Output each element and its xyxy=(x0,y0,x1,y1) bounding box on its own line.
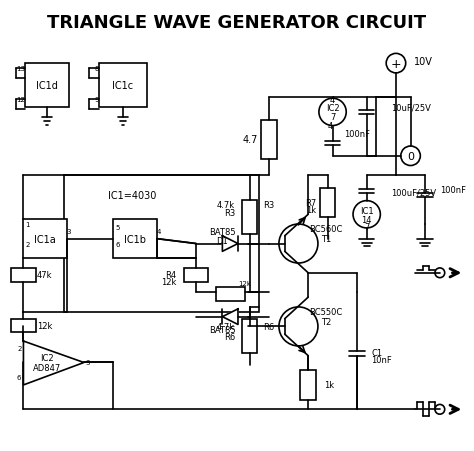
Text: D1: D1 xyxy=(217,237,228,245)
Bar xyxy=(23,220,67,258)
Text: BC550C: BC550C xyxy=(309,308,342,317)
Bar xyxy=(64,176,259,312)
Bar xyxy=(113,220,157,258)
Polygon shape xyxy=(222,236,238,252)
Text: 100nF: 100nF xyxy=(440,186,466,195)
Circle shape xyxy=(319,99,346,126)
Text: 2: 2 xyxy=(26,241,30,247)
Text: R6: R6 xyxy=(264,322,275,331)
Text: +: + xyxy=(391,57,401,70)
Text: IC1d: IC1d xyxy=(36,80,58,90)
Text: 4.7k: 4.7k xyxy=(217,322,235,331)
Bar xyxy=(301,370,316,400)
Text: 14: 14 xyxy=(362,215,372,224)
Text: 13: 13 xyxy=(17,66,26,72)
Bar xyxy=(99,64,147,108)
Bar xyxy=(242,319,257,353)
Text: 4: 4 xyxy=(330,96,335,105)
Text: R7: R7 xyxy=(305,198,316,207)
Text: 2: 2 xyxy=(17,345,21,351)
Bar xyxy=(216,288,245,301)
Text: IC1b: IC1b xyxy=(124,234,146,244)
Text: 100uF/25V: 100uF/25V xyxy=(391,188,436,197)
Text: IC1=4030: IC1=4030 xyxy=(109,190,157,200)
Text: 7: 7 xyxy=(330,113,335,122)
Circle shape xyxy=(435,268,445,278)
Text: IC1a: IC1a xyxy=(34,234,56,244)
Circle shape xyxy=(401,147,420,166)
Text: 1k: 1k xyxy=(325,381,335,390)
Text: 5: 5 xyxy=(115,225,119,230)
Text: TRIANGLE WAVE GENERATOR CIRCUIT: TRIANGLE WAVE GENERATOR CIRCUIT xyxy=(47,14,427,32)
Circle shape xyxy=(279,307,318,346)
Text: 4: 4 xyxy=(328,122,333,131)
Polygon shape xyxy=(222,309,238,325)
Text: T1: T1 xyxy=(320,235,331,244)
Text: BAT85: BAT85 xyxy=(209,325,236,334)
Text: 8: 8 xyxy=(94,66,99,72)
Bar xyxy=(11,319,36,332)
Text: BAT85: BAT85 xyxy=(209,228,236,237)
Text: 4.7: 4.7 xyxy=(242,135,257,145)
Text: 1k: 1k xyxy=(306,206,316,214)
Text: 7: 7 xyxy=(364,223,369,232)
Text: BC560C: BC560C xyxy=(309,225,342,234)
Bar xyxy=(261,120,277,159)
Text: 12k: 12k xyxy=(37,321,53,330)
Text: R3: R3 xyxy=(264,201,275,210)
Text: 4: 4 xyxy=(157,228,162,235)
Text: 9: 9 xyxy=(94,97,99,103)
Text: 47k: 47k xyxy=(37,271,53,280)
Text: 3: 3 xyxy=(66,228,71,235)
Text: IC1c: IC1c xyxy=(112,80,134,90)
Text: IC2
AD847: IC2 AD847 xyxy=(33,353,61,373)
Text: C1: C1 xyxy=(372,349,383,358)
Text: IC1: IC1 xyxy=(360,207,374,216)
Text: 10V: 10V xyxy=(413,57,432,67)
Text: 12k: 12k xyxy=(161,277,176,286)
Circle shape xyxy=(279,225,318,263)
Text: T2: T2 xyxy=(320,318,331,327)
Text: 1: 1 xyxy=(26,221,30,227)
Text: 12k: 12k xyxy=(238,280,251,286)
Text: R3: R3 xyxy=(224,208,235,217)
Bar xyxy=(184,268,208,282)
Polygon shape xyxy=(23,341,84,385)
Bar xyxy=(242,200,257,234)
Text: 10uF/25V: 10uF/25V xyxy=(391,103,431,112)
Text: 0: 0 xyxy=(407,152,414,161)
Circle shape xyxy=(353,201,380,228)
Bar xyxy=(26,64,69,108)
Circle shape xyxy=(435,405,445,414)
Text: 3: 3 xyxy=(86,360,91,366)
Text: 12: 12 xyxy=(17,97,26,103)
Text: 4.7k: 4.7k xyxy=(217,201,235,210)
Bar xyxy=(320,189,336,218)
Text: 6: 6 xyxy=(115,241,119,247)
Text: IC2: IC2 xyxy=(326,104,339,113)
Text: R6: R6 xyxy=(224,332,235,341)
Text: 100nF: 100nF xyxy=(344,129,370,138)
Text: 6: 6 xyxy=(17,374,21,380)
Bar xyxy=(11,268,36,282)
Text: R4: R4 xyxy=(165,271,176,280)
Text: 10nF: 10nF xyxy=(372,355,392,364)
Circle shape xyxy=(386,54,406,74)
